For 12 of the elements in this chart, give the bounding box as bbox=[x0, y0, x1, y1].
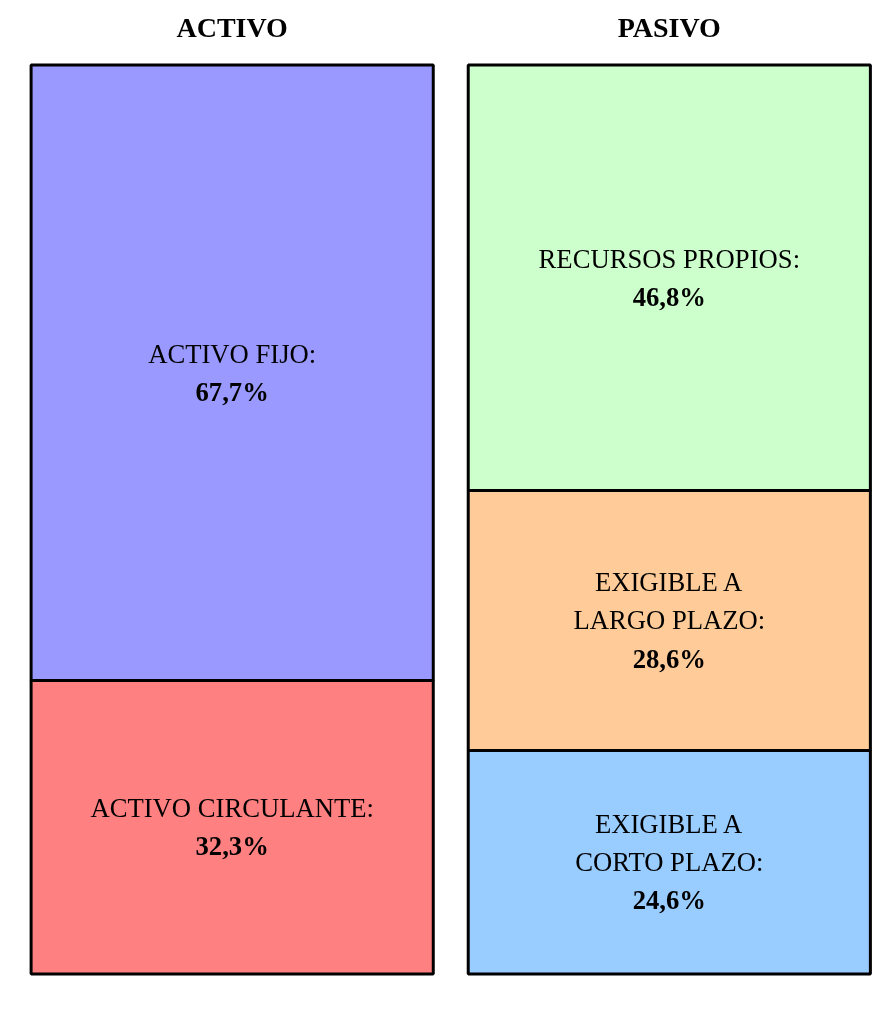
data-label: 67,7% bbox=[195, 376, 269, 407]
series-label: EXIGIBLE A LARGO PLAZO: bbox=[573, 567, 766, 636]
data-label: 32,3% bbox=[195, 831, 269, 862]
data-label: 24,6% bbox=[632, 885, 706, 916]
series-label: ACTIVO CIRCULANTE: bbox=[90, 793, 374, 824]
series-label: EXIGIBLE A CORTO PLAZO: bbox=[575, 809, 764, 878]
x-tick-label: PASIVO bbox=[617, 11, 721, 43]
data-label: 28,6% bbox=[632, 643, 706, 674]
series-label: ACTIVO FIJO: bbox=[148, 338, 317, 369]
x-tick-label: ACTIVO bbox=[176, 11, 288, 43]
data-label: 46,8% bbox=[632, 281, 706, 312]
series-label: RECURSOS PROPIOS: bbox=[538, 243, 801, 274]
